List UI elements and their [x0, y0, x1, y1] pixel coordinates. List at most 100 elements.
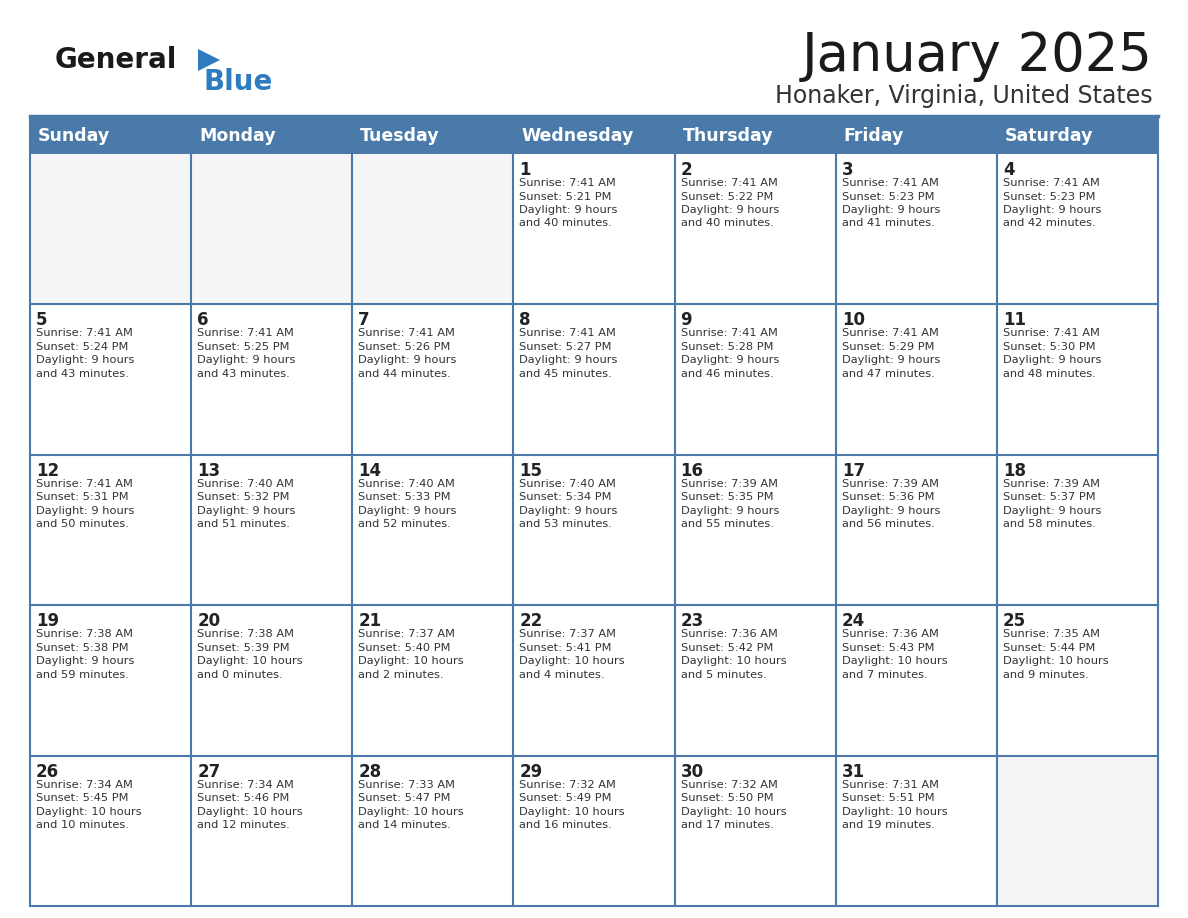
Bar — [513, 154, 675, 305]
Bar — [30, 605, 191, 756]
Text: Sunset: 5:23 PM: Sunset: 5:23 PM — [842, 192, 934, 201]
Text: and 53 minutes.: and 53 minutes. — [519, 520, 612, 530]
Text: Daylight: 10 hours: Daylight: 10 hours — [519, 807, 625, 817]
Bar — [835, 454, 997, 605]
Text: 8: 8 — [519, 311, 531, 330]
Text: 6: 6 — [197, 311, 209, 330]
Text: Sunset: 5:37 PM: Sunset: 5:37 PM — [1003, 492, 1095, 502]
Bar — [675, 605, 835, 756]
Text: Sunrise: 7:41 AM: Sunrise: 7:41 AM — [842, 178, 939, 188]
Text: 21: 21 — [359, 612, 381, 630]
Text: Daylight: 10 hours: Daylight: 10 hours — [681, 807, 786, 817]
Text: Daylight: 9 hours: Daylight: 9 hours — [681, 205, 779, 215]
Bar — [675, 118, 835, 154]
Text: 16: 16 — [681, 462, 703, 480]
Bar — [675, 454, 835, 605]
Text: Sunrise: 7:36 AM: Sunrise: 7:36 AM — [842, 629, 939, 639]
Bar — [191, 756, 353, 906]
Text: Sunset: 5:42 PM: Sunset: 5:42 PM — [681, 643, 773, 653]
Text: and 58 minutes.: and 58 minutes. — [1003, 520, 1095, 530]
Text: Friday: Friday — [843, 127, 904, 145]
Text: and 40 minutes.: and 40 minutes. — [519, 218, 612, 229]
Text: and 56 minutes.: and 56 minutes. — [842, 520, 935, 530]
Text: 11: 11 — [1003, 311, 1026, 330]
Text: Sunset: 5:33 PM: Sunset: 5:33 PM — [359, 492, 451, 502]
Bar — [513, 118, 675, 154]
Text: 25: 25 — [1003, 612, 1026, 630]
Text: Sunrise: 7:32 AM: Sunrise: 7:32 AM — [681, 779, 777, 789]
Text: Daylight: 9 hours: Daylight: 9 hours — [197, 355, 296, 365]
Text: Daylight: 9 hours: Daylight: 9 hours — [681, 355, 779, 365]
Bar — [513, 605, 675, 756]
Text: Daylight: 9 hours: Daylight: 9 hours — [36, 656, 134, 666]
Bar — [191, 605, 353, 756]
Text: Sunrise: 7:35 AM: Sunrise: 7:35 AM — [1003, 629, 1100, 639]
Text: General: General — [55, 46, 177, 74]
Text: Daylight: 10 hours: Daylight: 10 hours — [197, 807, 303, 817]
Text: Daylight: 10 hours: Daylight: 10 hours — [197, 656, 303, 666]
Text: Sunset: 5:21 PM: Sunset: 5:21 PM — [519, 192, 612, 201]
Bar — [513, 305, 675, 454]
Text: Sunset: 5:23 PM: Sunset: 5:23 PM — [1003, 192, 1095, 201]
Text: Sunrise: 7:41 AM: Sunrise: 7:41 AM — [681, 178, 777, 188]
Text: Daylight: 10 hours: Daylight: 10 hours — [1003, 656, 1108, 666]
Text: Sunrise: 7:38 AM: Sunrise: 7:38 AM — [197, 629, 295, 639]
Text: Wednesday: Wednesday — [522, 127, 634, 145]
Text: and 43 minutes.: and 43 minutes. — [197, 369, 290, 379]
Text: 18: 18 — [1003, 462, 1026, 480]
Bar — [191, 305, 353, 454]
Text: Sunrise: 7:41 AM: Sunrise: 7:41 AM — [519, 329, 617, 339]
Text: Daylight: 10 hours: Daylight: 10 hours — [36, 807, 141, 817]
Bar — [997, 118, 1158, 154]
Text: and 16 minutes.: and 16 minutes. — [519, 820, 612, 830]
Text: Sunrise: 7:33 AM: Sunrise: 7:33 AM — [359, 779, 455, 789]
Bar — [997, 454, 1158, 605]
Text: Monday: Monday — [200, 127, 276, 145]
Text: Sunrise: 7:31 AM: Sunrise: 7:31 AM — [842, 779, 939, 789]
Text: Daylight: 10 hours: Daylight: 10 hours — [359, 656, 463, 666]
Text: Sunset: 5:29 PM: Sunset: 5:29 PM — [842, 341, 934, 352]
Text: and 55 minutes.: and 55 minutes. — [681, 520, 773, 530]
Text: 10: 10 — [842, 311, 865, 330]
Text: Daylight: 9 hours: Daylight: 9 hours — [842, 205, 940, 215]
Text: Sunset: 5:22 PM: Sunset: 5:22 PM — [681, 192, 773, 201]
Bar — [353, 756, 513, 906]
Text: Daylight: 10 hours: Daylight: 10 hours — [842, 807, 947, 817]
Text: Sunset: 5:40 PM: Sunset: 5:40 PM — [359, 643, 450, 653]
Text: Daylight: 10 hours: Daylight: 10 hours — [519, 656, 625, 666]
Text: 23: 23 — [681, 612, 703, 630]
Text: Daylight: 9 hours: Daylight: 9 hours — [519, 205, 618, 215]
Text: Sunrise: 7:41 AM: Sunrise: 7:41 AM — [681, 329, 777, 339]
Bar — [353, 118, 513, 154]
Text: Sunset: 5:25 PM: Sunset: 5:25 PM — [197, 341, 290, 352]
Text: Sunrise: 7:41 AM: Sunrise: 7:41 AM — [1003, 178, 1100, 188]
Text: Daylight: 9 hours: Daylight: 9 hours — [197, 506, 296, 516]
Text: 19: 19 — [36, 612, 59, 630]
Text: Sunrise: 7:41 AM: Sunrise: 7:41 AM — [36, 479, 133, 488]
Text: Sunrise: 7:39 AM: Sunrise: 7:39 AM — [842, 479, 939, 488]
Text: Sunrise: 7:41 AM: Sunrise: 7:41 AM — [1003, 329, 1100, 339]
Text: 13: 13 — [197, 462, 220, 480]
Text: 27: 27 — [197, 763, 221, 780]
Text: Tuesday: Tuesday — [360, 127, 440, 145]
Text: Sunrise: 7:34 AM: Sunrise: 7:34 AM — [36, 779, 133, 789]
Text: and 47 minutes.: and 47 minutes. — [842, 369, 935, 379]
Text: Sunset: 5:35 PM: Sunset: 5:35 PM — [681, 492, 773, 502]
Text: Daylight: 10 hours: Daylight: 10 hours — [359, 807, 463, 817]
Text: Sunset: 5:30 PM: Sunset: 5:30 PM — [1003, 341, 1095, 352]
Text: Daylight: 10 hours: Daylight: 10 hours — [681, 656, 786, 666]
Bar — [997, 756, 1158, 906]
Text: 30: 30 — [681, 763, 703, 780]
Text: Sunset: 5:34 PM: Sunset: 5:34 PM — [519, 492, 612, 502]
Text: Sunrise: 7:37 AM: Sunrise: 7:37 AM — [359, 629, 455, 639]
Text: 26: 26 — [36, 763, 59, 780]
Text: Daylight: 9 hours: Daylight: 9 hours — [842, 506, 940, 516]
Text: Sunrise: 7:32 AM: Sunrise: 7:32 AM — [519, 779, 617, 789]
Bar — [353, 454, 513, 605]
Text: Sunset: 5:47 PM: Sunset: 5:47 PM — [359, 793, 450, 803]
Text: 3: 3 — [842, 161, 853, 179]
Text: and 45 minutes.: and 45 minutes. — [519, 369, 612, 379]
Bar — [997, 605, 1158, 756]
Text: 5: 5 — [36, 311, 48, 330]
Text: Blue: Blue — [203, 68, 272, 96]
